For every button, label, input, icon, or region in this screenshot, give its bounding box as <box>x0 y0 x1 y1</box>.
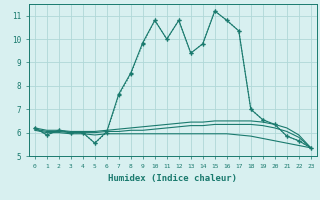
X-axis label: Humidex (Indice chaleur): Humidex (Indice chaleur) <box>108 174 237 183</box>
